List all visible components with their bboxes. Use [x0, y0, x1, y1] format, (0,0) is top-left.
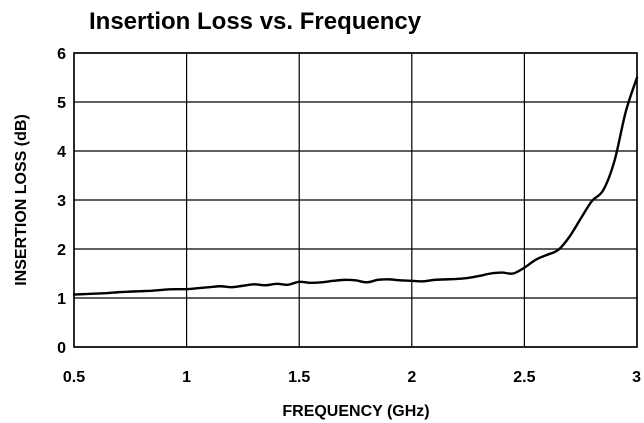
- y-tick-label: 3: [57, 193, 66, 210]
- x-tick-label: 3: [632, 369, 641, 386]
- grid-lines: [73, 52, 638, 348]
- insertion-loss-series-line: [72, 76, 639, 296]
- x-axis-label: FREQUENCY (GHz): [282, 403, 429, 420]
- y-tick-label: 2: [57, 242, 66, 259]
- x-tick-label: 1: [182, 369, 191, 386]
- y-tick-label: 1: [57, 291, 66, 308]
- x-tick-labels: 0.5 1 1.5 2 2.5 3: [63, 369, 641, 386]
- y-tick-label: 0: [57, 340, 66, 357]
- x-tick-label: 0.5: [63, 369, 85, 386]
- y-tick-label: 5: [57, 95, 66, 112]
- plot-frame: [73, 52, 638, 348]
- y-tick-labels: 0 1 2 3 4 5 6: [57, 46, 66, 357]
- x-tick-label: 1.5: [288, 369, 310, 386]
- x-tick-label: 2.5: [513, 369, 535, 386]
- y-axis-label: INSERTION LOSS (dB): [13, 114, 30, 286]
- y-tick-label: 6: [57, 46, 66, 63]
- x-tick-label: 2: [407, 369, 416, 386]
- chart-title: Insertion Loss vs. Frequency: [89, 8, 422, 35]
- y-tick-label: 4: [57, 144, 66, 161]
